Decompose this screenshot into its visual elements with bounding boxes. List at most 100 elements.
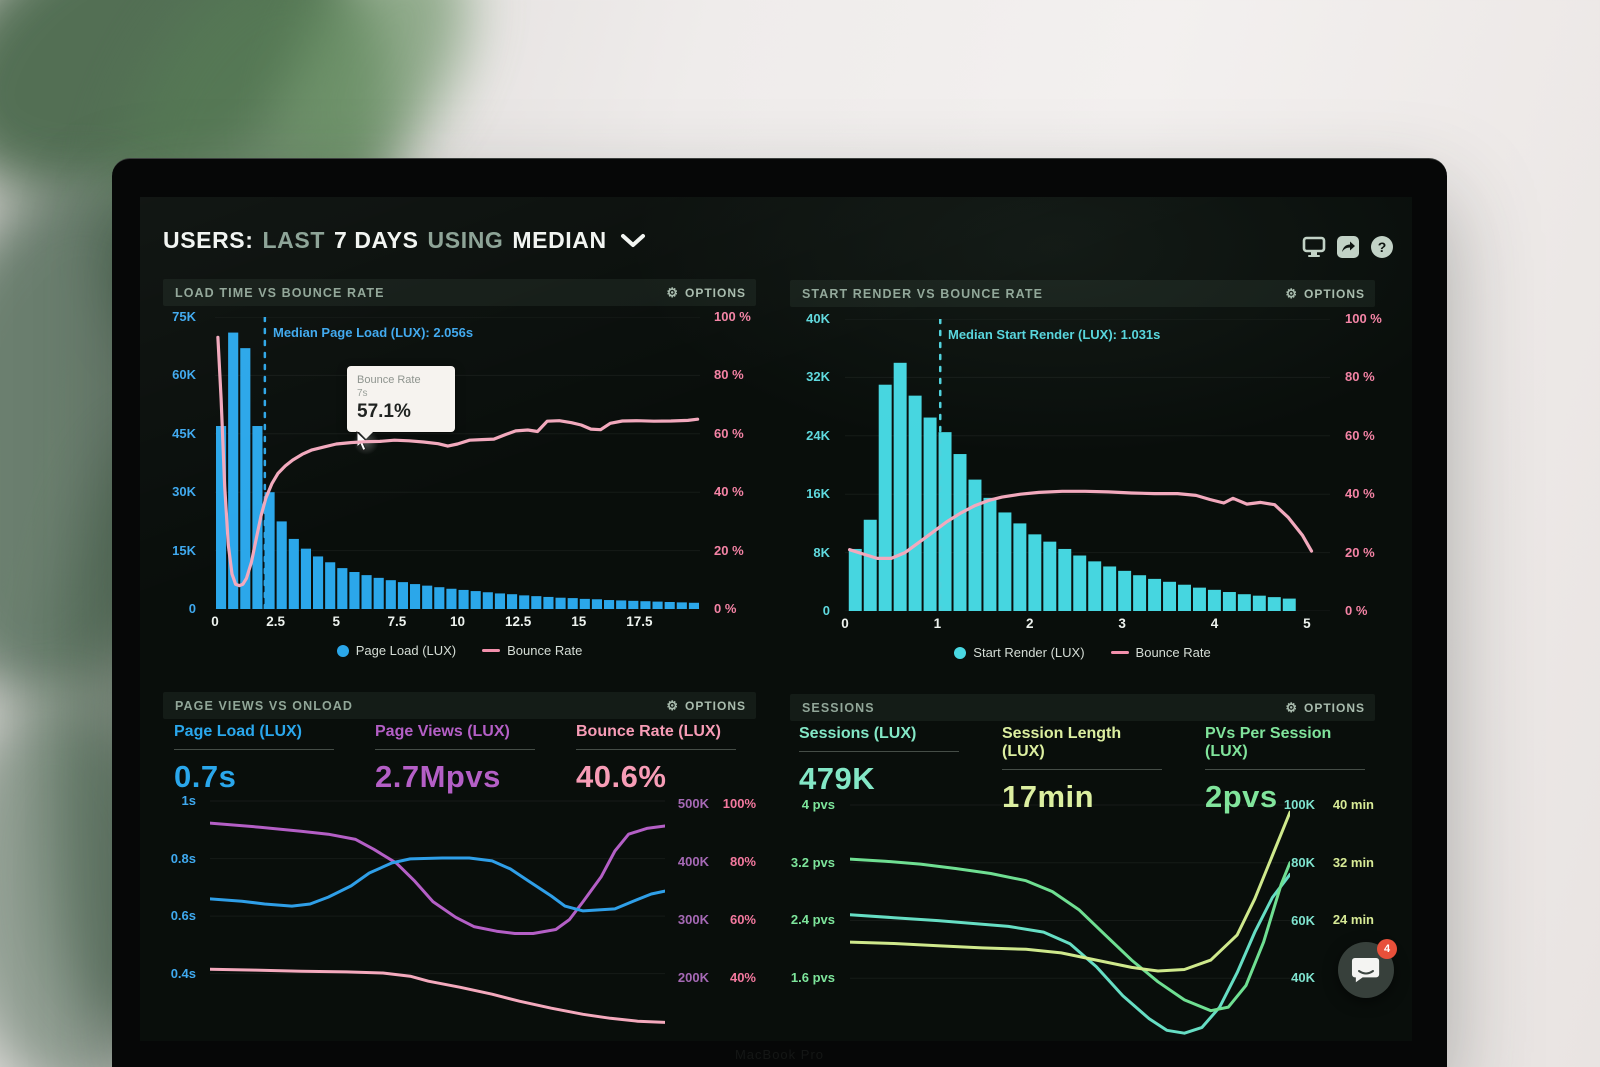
chart-plot[interactable] xyxy=(850,797,1290,1041)
histogram-bar[interactable] xyxy=(337,568,348,609)
options-button-start-render[interactable]: ⚙ OPTIONS xyxy=(1285,286,1365,301)
histogram-bar[interactable] xyxy=(923,417,937,611)
histogram-bar[interactable] xyxy=(1043,541,1057,611)
histogram-bar[interactable] xyxy=(1207,589,1221,611)
histogram-bar[interactable] xyxy=(848,548,862,611)
histogram-bar[interactable] xyxy=(1267,597,1281,611)
histogram-bar[interactable] xyxy=(664,601,675,609)
axis-tick-label: 20 % xyxy=(1345,544,1375,560)
histogram-bar[interactable] xyxy=(349,572,360,609)
series-line[interactable] xyxy=(850,810,1290,973)
histogram-bar[interactable] xyxy=(983,497,997,611)
histogram-bar[interactable] xyxy=(252,426,263,609)
histogram-bar[interactable] xyxy=(1252,595,1266,611)
histogram-bar[interactable] xyxy=(216,426,227,609)
histogram-bar[interactable] xyxy=(908,395,922,611)
x-axis-tick-label: 3 xyxy=(1118,616,1126,631)
axis-tick-label: 40 % xyxy=(714,484,744,500)
help-icon[interactable]: ? xyxy=(1370,235,1394,259)
histogram-bar[interactable] xyxy=(1013,523,1027,611)
series-line[interactable] xyxy=(210,967,665,1024)
histogram-bar[interactable] xyxy=(1178,584,1191,611)
series-line[interactable] xyxy=(216,335,700,588)
histogram-bar[interactable] xyxy=(604,600,615,609)
histogram-bar[interactable] xyxy=(482,592,493,609)
page-views-chart[interactable]: 1s 0.8s 0.6s 0.4s 500K 400K 300K 200K 100% 80% 60%… xyxy=(163,793,756,1041)
histogram-bar[interactable] xyxy=(494,593,505,609)
histogram-bar[interactable] xyxy=(543,596,554,609)
histogram-bar[interactable] xyxy=(519,595,530,609)
histogram-bar[interactable] xyxy=(240,348,251,609)
series-line[interactable] xyxy=(210,856,665,913)
histogram-bar[interactable] xyxy=(361,575,372,609)
histogram-bar[interactable] xyxy=(313,556,324,609)
histogram-bar[interactable] xyxy=(410,584,421,609)
options-button-sessions[interactable]: ⚙ OPTIONS xyxy=(1285,700,1365,715)
chat-widget-button[interactable]: 4 xyxy=(1338,939,1397,998)
histogram-bar[interactable] xyxy=(676,602,687,609)
sessions-chart[interactable]: 4 pvs 3.2 pvs 2.4 pvs 1.6 pvs 100K 80K 60K 40K 4… xyxy=(790,793,1375,1041)
histogram-bar[interactable] xyxy=(1133,575,1147,611)
histogram-bar[interactable] xyxy=(1028,534,1042,611)
histogram-bar[interactable] xyxy=(893,362,907,611)
histogram-bar[interactable] xyxy=(397,582,408,609)
histogram-bar[interactable] xyxy=(1192,587,1206,611)
series-line[interactable] xyxy=(850,872,1290,1035)
histogram-bar[interactable] xyxy=(422,585,433,609)
histogram-bar[interactable] xyxy=(1222,592,1236,611)
histogram-bar[interactable] xyxy=(863,519,877,611)
histogram-bar[interactable] xyxy=(555,597,566,609)
histogram-bar[interactable] xyxy=(264,492,275,609)
histogram-bar[interactable] xyxy=(288,538,299,609)
chart-plot[interactable] xyxy=(215,317,700,609)
histogram-bar[interactable] xyxy=(1163,581,1177,611)
panel-header-start-render: START RENDER VS BOUNCE RATE ⚙ OPTIONS xyxy=(790,280,1375,307)
series-line[interactable] xyxy=(847,489,1314,560)
histogram-bar[interactable] xyxy=(628,600,639,609)
histogram-bar[interactable] xyxy=(688,602,699,609)
histogram-bar[interactable] xyxy=(325,562,336,609)
x-axis-tick-label: 12.5 xyxy=(504,614,532,629)
histogram-bar[interactable] xyxy=(434,587,445,609)
share-icon[interactable] xyxy=(1336,235,1360,259)
histogram-bar[interactable] xyxy=(300,548,311,609)
histogram-bar[interactable] xyxy=(458,589,469,609)
histogram-bar[interactable] xyxy=(373,577,384,609)
series-line[interactable] xyxy=(850,857,1290,1013)
histogram-bar[interactable] xyxy=(531,596,542,609)
display-icon[interactable] xyxy=(1302,235,1326,259)
options-button-page-views[interactable]: ⚙ OPTIONS xyxy=(666,698,746,713)
histogram-bar[interactable] xyxy=(998,512,1012,611)
histogram-bar[interactable] xyxy=(1103,566,1117,611)
chart-plot[interactable] xyxy=(845,319,1330,611)
series-line[interactable] xyxy=(210,821,665,935)
histogram-bar[interactable] xyxy=(1058,548,1072,611)
histogram-bar[interactable] xyxy=(1282,598,1296,611)
histogram-bar[interactable] xyxy=(953,454,967,611)
start-render-chart[interactable]: Median Start Render (LUX): 1.031s Start … xyxy=(790,311,1382,663)
histogram-bar[interactable] xyxy=(616,600,627,609)
axis-tick-label: 300K xyxy=(677,912,709,928)
histogram-bar[interactable] xyxy=(579,598,590,609)
histogram-bar[interactable] xyxy=(1237,594,1251,611)
histogram-bar[interactable] xyxy=(1148,578,1162,611)
histogram-bar[interactable] xyxy=(640,601,651,609)
histogram-bar[interactable] xyxy=(385,580,396,609)
histogram-bar[interactable] xyxy=(968,479,982,611)
histogram-bar[interactable] xyxy=(1088,561,1102,611)
histogram-bar[interactable] xyxy=(1118,570,1132,611)
histogram-bar[interactable] xyxy=(470,591,481,609)
chart-plot[interactable] xyxy=(210,797,665,1041)
chevron-down-icon[interactable] xyxy=(620,233,646,248)
histogram-bar[interactable] xyxy=(446,588,457,609)
histogram-bar[interactable] xyxy=(1073,555,1087,611)
options-button-load-time[interactable]: ⚙ OPTIONS xyxy=(666,285,746,300)
histogram-bar[interactable] xyxy=(567,598,578,609)
histogram-bar[interactable] xyxy=(507,594,518,609)
histogram-bar[interactable] xyxy=(591,599,602,609)
histogram-bar[interactable] xyxy=(228,332,239,609)
histogram-bar[interactable] xyxy=(276,521,287,609)
histogram-bar[interactable] xyxy=(652,601,663,609)
load-time-chart[interactable]: Median Page Load (LUX): 2.056s Bounce Ra… xyxy=(163,309,756,661)
histogram-bar[interactable] xyxy=(878,384,892,611)
